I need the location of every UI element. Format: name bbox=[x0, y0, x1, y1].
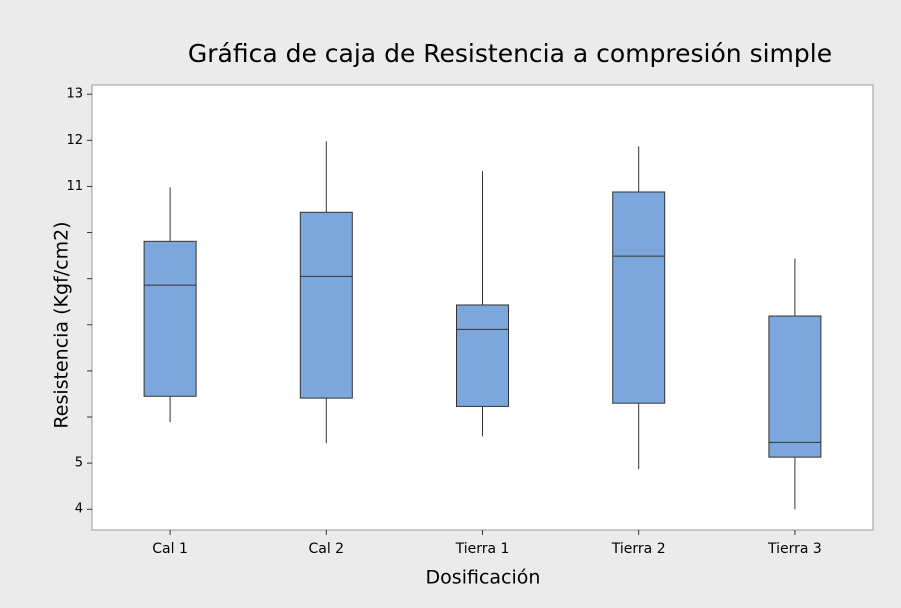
y-tick-label: 4 bbox=[75, 502, 83, 517]
box bbox=[768, 315, 822, 458]
y-axis-label: Resistencia (Kgf/cm2) bbox=[51, 221, 73, 428]
chart-title: Gráfica de caja de Resistencia a compres… bbox=[188, 39, 832, 68]
y-tick-label: 11 bbox=[66, 179, 83, 194]
x-axis-label: Dosificación bbox=[426, 567, 541, 589]
y-tick-label: 13 bbox=[66, 87, 83, 102]
box bbox=[143, 240, 197, 397]
x-tick-label: Cal 2 bbox=[308, 541, 344, 557]
y-tick-label: 12 bbox=[66, 133, 83, 148]
y-tick-label: 5 bbox=[75, 456, 83, 471]
x-tick-label: Tierra 2 bbox=[611, 541, 666, 557]
x-tick-label: Tierra 3 bbox=[767, 541, 822, 557]
box bbox=[612, 191, 666, 404]
x-tick-label: Cal 1 bbox=[152, 541, 188, 557]
x-tick-label: Tierra 1 bbox=[455, 541, 510, 557]
box bbox=[299, 211, 353, 399]
box bbox=[456, 304, 509, 407]
